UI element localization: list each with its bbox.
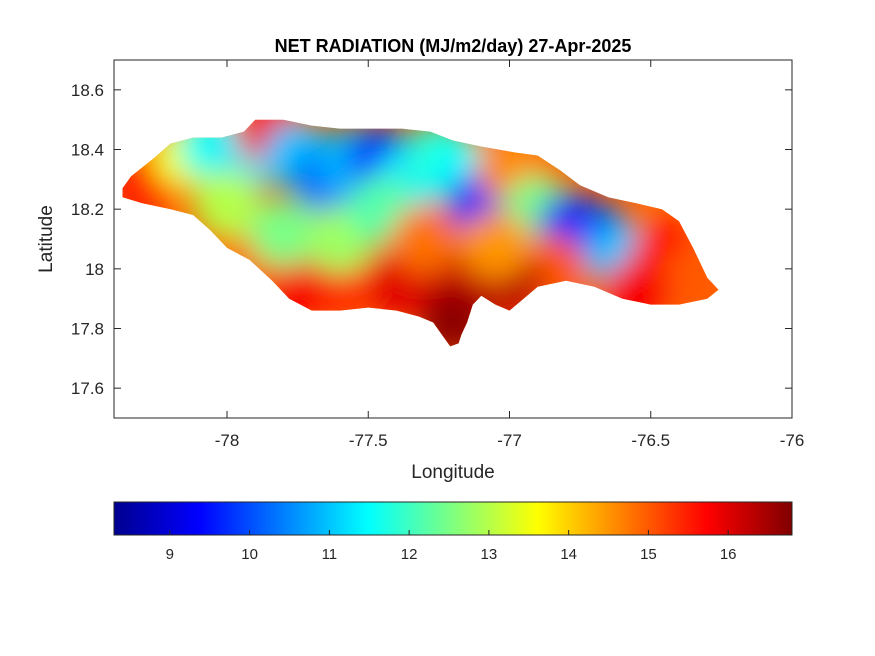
y-tick-label-2: 18 [85,260,104,279]
colorbar-tick-label-1: 10 [241,546,258,563]
y-tick-label-3: 18.2 [71,200,104,219]
heat-sample-30 [249,199,318,268]
y-axis-ticks: 17.6 17.8 18 18.2 18.4 18.6 [71,81,792,398]
y-tick-label-1: 17.8 [71,320,104,339]
colorbar-ticks: 9 10 11 12 13 14 15 16 [166,530,737,563]
colorbar-tick-label-7: 16 [720,546,737,563]
heat-sample-34 [461,210,530,279]
y-tick-label-0: 17.6 [71,379,104,398]
heat-sample-29 [193,169,261,238]
heat-sample-33 [390,205,459,273]
x-tick-label-0: -78 [215,431,240,450]
x-tick-label-3: -76.5 [631,431,670,450]
x-tick-label-2: -77 [497,431,522,450]
x-axis-ticks: -78 -77.5 -77 -76.5 -76 [215,60,805,450]
x-axis-label: Longitude [411,462,494,483]
y-tick-label-5: 18.6 [71,81,104,100]
x-tick-label-1: -77.5 [349,431,388,450]
x-tick-label-4: -76 [780,431,805,450]
colorbar-tick-label-5: 14 [560,546,577,563]
y-tick-label-4: 18.4 [71,141,104,160]
colorbar-tick-label-0: 9 [166,546,174,563]
chart-title: NET RADIATION (MJ/m2/day) 27-Apr-2025 [275,36,632,56]
colorbar-tick-label-3: 12 [401,546,418,563]
colorbar [113,501,793,536]
y-axis-label: Latitude [36,205,57,273]
colorbar-tick-label-2: 11 [322,546,338,563]
colorbar-tick-label-4: 13 [481,546,498,563]
colorbar-tick-label-6: 15 [640,546,657,563]
